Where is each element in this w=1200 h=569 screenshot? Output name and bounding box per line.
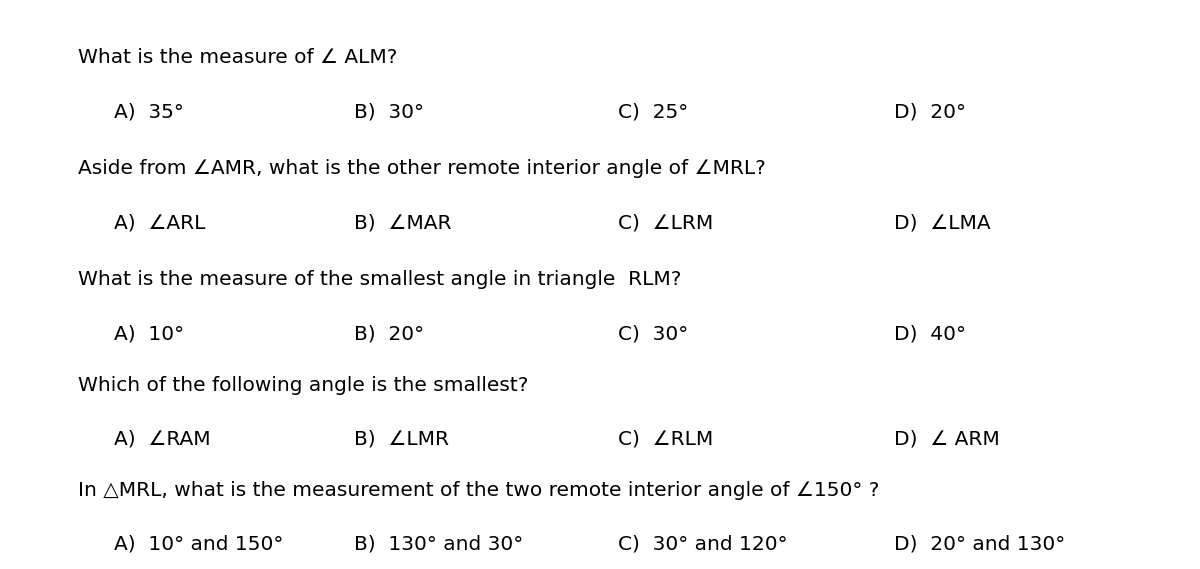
Text: D)  20° and 130°: D) 20° and 130° [894,535,1066,554]
Text: What is the measure of the smallest angle in triangle  RLM?: What is the measure of the smallest angl… [78,270,682,289]
Text: What is the measure of ∠ ALM?: What is the measure of ∠ ALM? [78,48,397,67]
Text: D)  ∠LMA: D) ∠LMA [894,213,991,232]
Text: A)  10°: A) 10° [114,324,184,343]
Text: C)  ∠LRM: C) ∠LRM [618,213,713,232]
Text: In △MRL, what is the measurement of the two remote interior angle of ∠150° ?: In △MRL, what is the measurement of the … [78,481,880,500]
Text: D)  20°: D) 20° [894,102,966,121]
Text: B)  20°: B) 20° [354,324,424,343]
Text: D)  ∠ ARM: D) ∠ ARM [894,430,1000,448]
Text: D)  40°: D) 40° [894,324,966,343]
Text: C)  30° and 120°: C) 30° and 120° [618,535,787,554]
Text: B)  130° and 30°: B) 130° and 30° [354,535,523,554]
Text: B)  ∠MAR: B) ∠MAR [354,213,451,232]
Text: A)  ∠RAM: A) ∠RAM [114,430,211,448]
Text: B)  30°: B) 30° [354,102,424,121]
Text: C)  30°: C) 30° [618,324,689,343]
Text: A)  10° and 150°: A) 10° and 150° [114,535,283,554]
Text: B)  ∠LMR: B) ∠LMR [354,430,449,448]
Text: C)  ∠RLM: C) ∠RLM [618,430,713,448]
Text: Which of the following angle is the smallest?: Which of the following angle is the smal… [78,376,528,394]
Text: A)  35°: A) 35° [114,102,184,121]
Text: Aside from ∠AMR, what is the other remote interior angle of ∠MRL?: Aside from ∠AMR, what is the other remot… [78,159,766,178]
Text: C)  25°: C) 25° [618,102,689,121]
Text: A)  ∠ARL: A) ∠ARL [114,213,205,232]
